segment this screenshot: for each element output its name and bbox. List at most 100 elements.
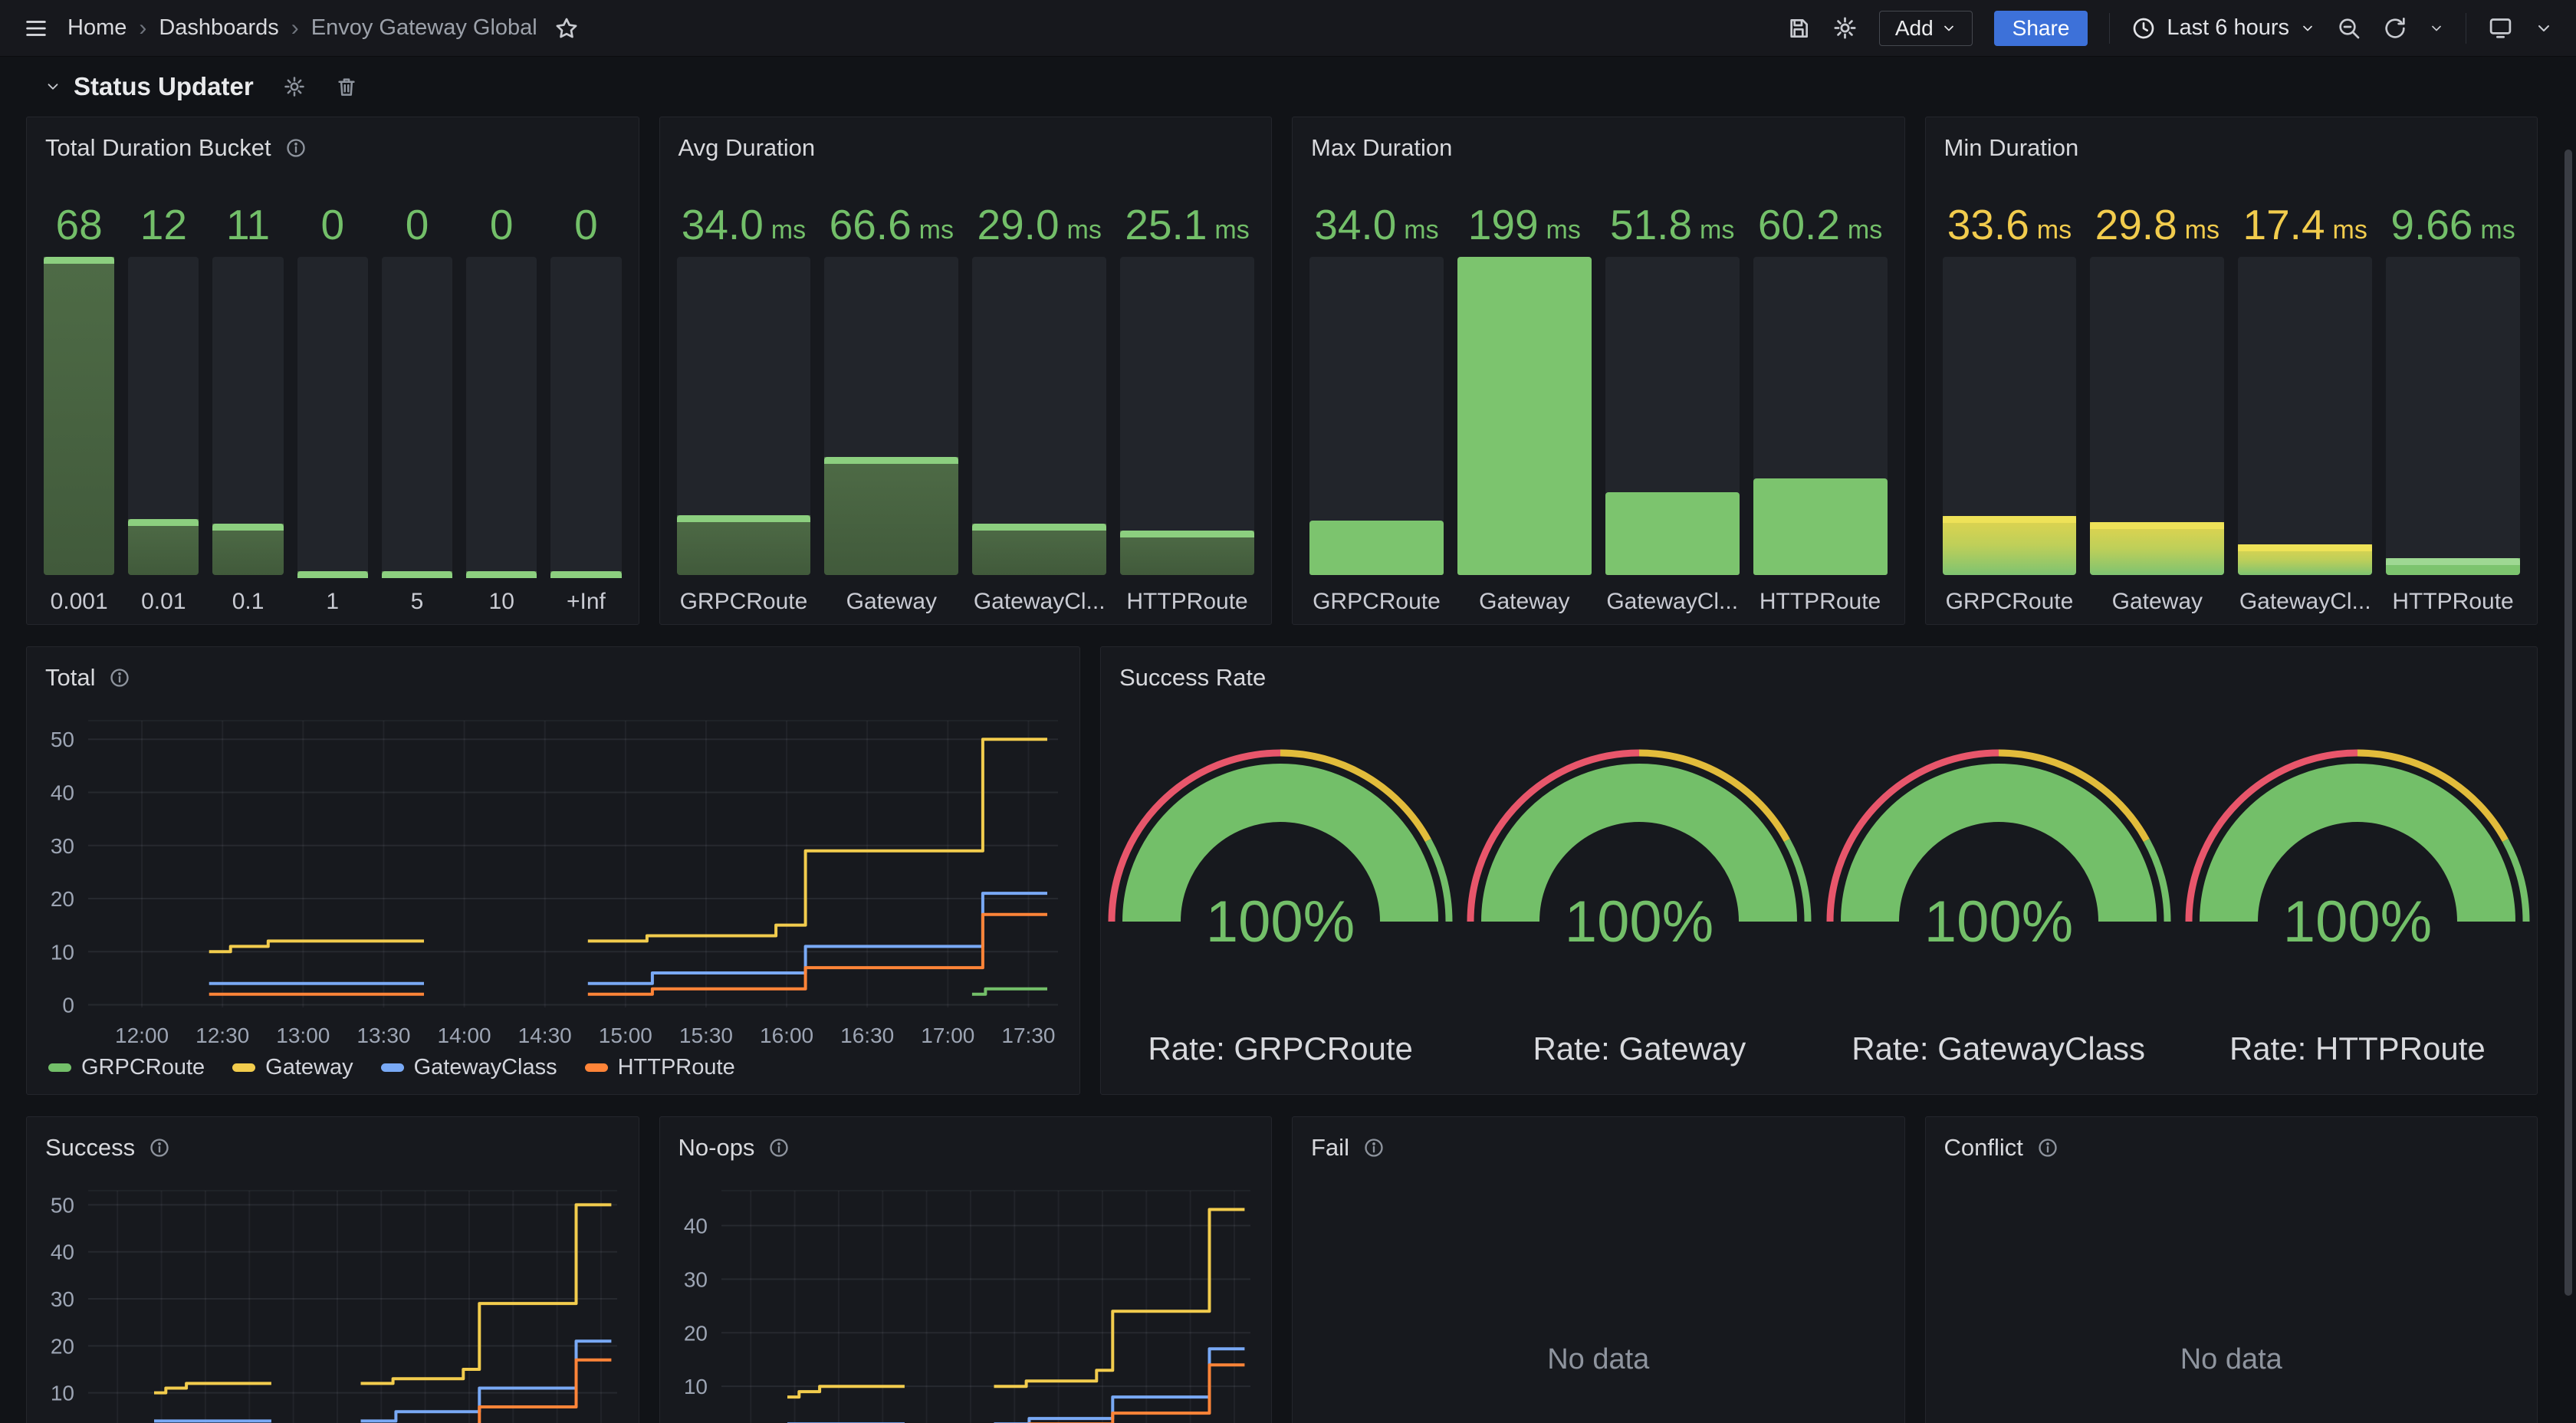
bar-value: 66.6ms	[824, 171, 958, 257]
legend-label: GRPCRoute	[81, 1055, 205, 1080]
bar-cap	[297, 571, 368, 578]
bar-fill	[44, 257, 114, 575]
chart-legend: GRPCRoute Gateway GatewayClass HTTPRoute	[48, 1055, 735, 1080]
bar-gauge-column: 01	[297, 171, 368, 615]
svg-text:10: 10	[51, 1382, 74, 1405]
bar-fill	[972, 524, 1106, 575]
zoom-out-icon[interactable]	[2337, 16, 2361, 41]
row-settings-gear-icon[interactable]	[283, 75, 306, 98]
refresh-icon[interactable]	[2383, 16, 2407, 41]
panel-title[interactable]: Avg Duration	[678, 134, 816, 162]
dashboard-settings-icon[interactable]	[1832, 15, 1858, 41]
bar-gauge-column: 25.1msHTTPRoute	[1120, 171, 1254, 615]
legend-item-HTTPRoute[interactable]: HTTPRoute	[585, 1055, 735, 1080]
breadcrumb-current: Envoy Gateway Global	[311, 15, 537, 41]
series-GRPCRoute	[972, 989, 1047, 994]
bar-value-unit: ms	[1067, 217, 1102, 245]
panel-title[interactable]: Total Duration Bucket	[45, 134, 271, 162]
info-icon[interactable]	[768, 1137, 790, 1158]
bar-gauge-column: 120.01	[128, 171, 199, 615]
row-delete-trash-icon[interactable]	[335, 75, 358, 98]
breadcrumb-dashboards[interactable]: Dashboards	[159, 15, 278, 41]
bar-cap	[1120, 531, 1254, 537]
bar-gauge-column: 17.4msGatewayCl...	[2238, 171, 2372, 615]
tv-mode-icon[interactable]	[2488, 15, 2513, 41]
bar-label: HTTPRoute	[1120, 575, 1254, 615]
svg-text:13:30: 13:30	[356, 1024, 410, 1047]
add-button[interactable]: Add	[1879, 11, 1973, 46]
bar-gauge-column: 680.001	[44, 171, 114, 615]
panel-title[interactable]: Max Duration	[1311, 134, 1452, 162]
legend-color-pill	[48, 1063, 71, 1072]
panel-title[interactable]: Success	[45, 1134, 135, 1162]
panel-title[interactable]: Min Duration	[1944, 134, 2079, 162]
series-GatewayClass	[154, 1341, 611, 1421]
legend-item-GRPCRoute[interactable]: GRPCRoute	[48, 1055, 205, 1080]
panel-title[interactable]: Fail	[1311, 1134, 1349, 1162]
info-icon[interactable]	[1363, 1137, 1385, 1158]
panel-success-rate: Success Rate 100%Rate: GRPCRoute100%Rate…	[1100, 646, 2538, 1095]
save-dashboard-icon[interactable]	[1786, 16, 1811, 41]
bar-label: Gateway	[2090, 575, 2224, 615]
row-title[interactable]: Status Updater	[74, 72, 254, 101]
legend-label: HTTPRoute	[618, 1055, 735, 1080]
row-collapse-chevron-icon[interactable]	[44, 78, 61, 95]
gauge-value: 100%	[1924, 889, 2072, 949]
divider	[2109, 13, 2110, 44]
collapse-nav-chevron-icon[interactable]	[2535, 19, 2553, 38]
svg-text:13:00: 13:00	[276, 1024, 330, 1047]
nav-actions: Add Share Last 6 hours	[1786, 11, 2553, 46]
refresh-interval-chevron-icon[interactable]	[2429, 21, 2444, 36]
bar-track	[297, 257, 368, 575]
series-HTTPRoute	[154, 1360, 611, 1423]
breadcrumb-home[interactable]: Home	[67, 15, 127, 41]
bar-label: 10	[466, 575, 537, 615]
bar-label: 5	[382, 575, 452, 615]
panel-title[interactable]: Success Rate	[1119, 664, 1266, 692]
bar-fill	[2090, 522, 2224, 575]
info-icon[interactable]	[149, 1137, 170, 1158]
bar-track	[1309, 257, 1444, 575]
panel-title[interactable]: No-ops	[678, 1134, 755, 1162]
info-icon[interactable]	[285, 137, 307, 159]
bar-label: 0.1	[212, 575, 283, 615]
gauge-label: Rate: GRPCRoute	[1148, 1030, 1412, 1067]
dashboard-canvas: Status Updater Total Duration Bucket 680…	[0, 57, 2576, 1423]
bar-label: GatewayCl...	[972, 575, 1106, 615]
bar-value: 0	[550, 171, 621, 257]
bar-cap	[44, 257, 114, 264]
panel-max-duration: Max Duration 34.0msGRPCRoute199msGateway…	[1292, 117, 1905, 625]
time-series-chart[interactable]: 12:0012:3013:0013:3014:0014:3015:0015:30…	[27, 647, 1079, 1094]
info-icon[interactable]	[109, 667, 130, 688]
svg-text:40: 40	[51, 781, 74, 805]
share-button[interactable]: Share	[1994, 11, 2088, 46]
bar-value-number: 29.0	[978, 205, 1060, 245]
svg-text:30: 30	[51, 834, 74, 858]
bar-value-number: 0	[574, 205, 598, 245]
bar-track	[1753, 257, 1888, 575]
panel-title[interactable]: Total	[45, 664, 95, 692]
menu-icon[interactable]	[23, 15, 49, 41]
bar-fill	[128, 519, 199, 575]
breadcrumb-separator-icon: ›	[139, 15, 146, 41]
star-icon[interactable]	[554, 16, 579, 41]
bar-gauge-column: 010	[466, 171, 537, 615]
panel-title[interactable]: Conflict	[1944, 1134, 2023, 1162]
bar-fill	[1943, 516, 2077, 575]
gauge-label: Rate: HTTPRoute	[2229, 1030, 2486, 1067]
bar-gauge-column: 33.6msGRPCRoute	[1943, 171, 2077, 615]
bar-gauge-body: 33.6msGRPCRoute29.8msGateway17.4msGatewa…	[1943, 171, 2521, 615]
svg-text:12:00: 12:00	[115, 1024, 169, 1047]
time-range-picker[interactable]: Last 6 hours	[2131, 15, 2315, 41]
bar-value-number: 12	[140, 205, 187, 245]
legend-item-Gateway[interactable]: Gateway	[232, 1055, 353, 1080]
row-header-status-updater[interactable]: Status Updater	[26, 57, 2538, 117]
svg-text:17:00: 17:00	[921, 1024, 974, 1047]
bar-track	[972, 257, 1106, 575]
svg-text:12:30: 12:30	[196, 1024, 249, 1047]
info-icon[interactable]	[2037, 1137, 2058, 1158]
bar-gauge-body: 34.0msGRPCRoute66.6msGateway29.0msGatewa…	[677, 171, 1255, 615]
scrollbar-thumb[interactable]	[2564, 150, 2572, 1296]
legend-item-GatewayClass[interactable]: GatewayClass	[381, 1055, 557, 1080]
bar-cap	[550, 571, 621, 578]
